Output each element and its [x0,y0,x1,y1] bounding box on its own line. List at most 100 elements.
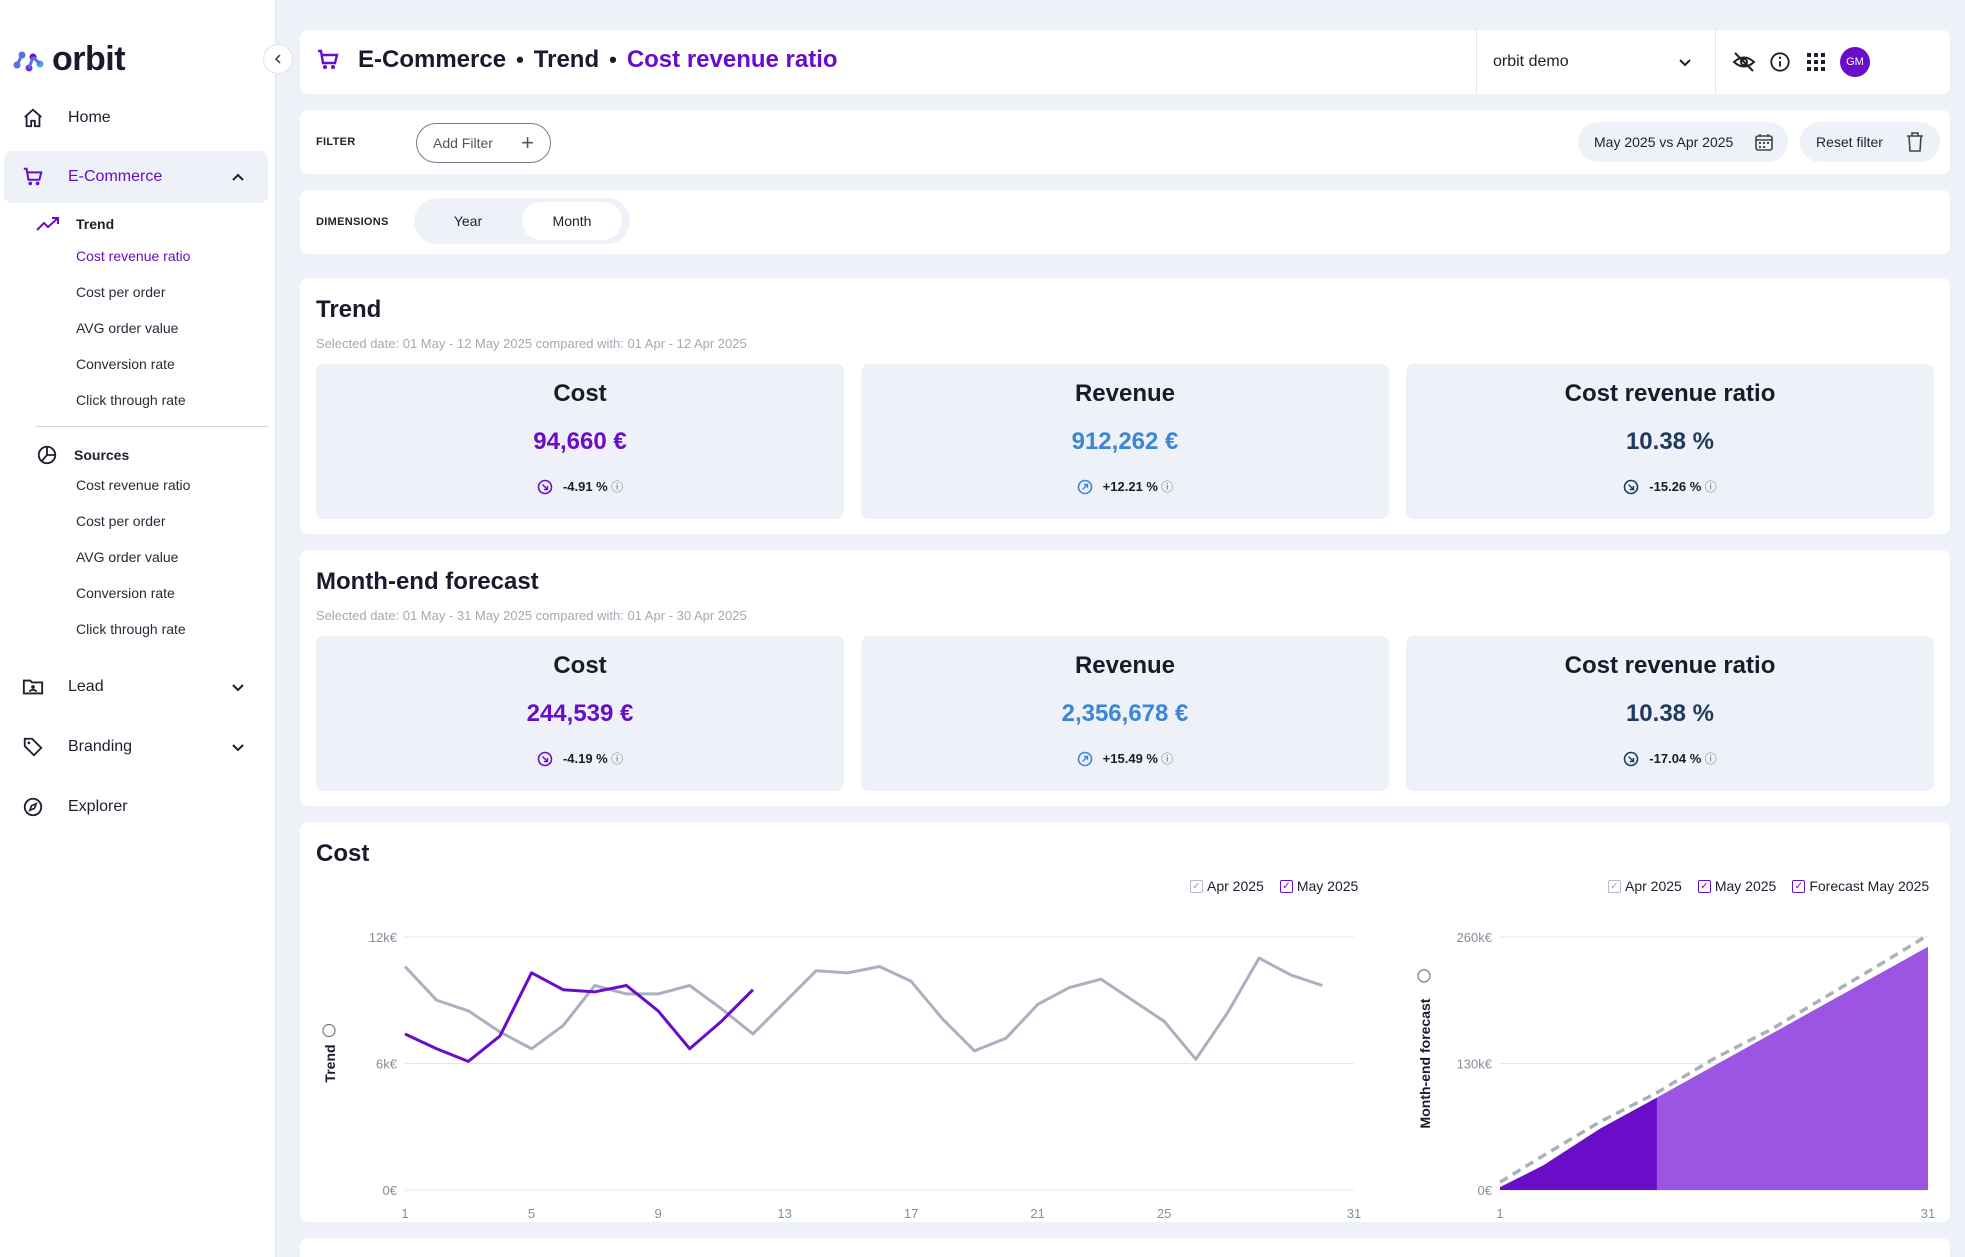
home-icon [22,106,52,130]
sidebar-item-explorer[interactable]: Explorer [4,781,268,833]
apps-grid-icon[interactable] [1804,46,1828,78]
sidebar-subitem-click-through-rate[interactable]: Click through rate [76,621,186,637]
kpi-delta: -17.04 % ⓘ [1406,750,1934,767]
info-icon[interactable]: ⓘ [1157,752,1174,766]
kpi-value: 244,539 € [526,700,634,727]
forecast-section: Month-end forecast Selected date: 01 May… [300,550,1950,806]
next-panel [300,1238,1950,1257]
checkbox-checked-icon: ✓ [1697,879,1711,893]
legend-item-apr-2025[interactable]: ✓ Apr 2025 [1190,878,1264,894]
trend-chart-legend: ✓ Apr 2025 ✓ May 2025 [1190,878,1358,894]
checkbox-checked-icon: ✓ [1608,879,1621,893]
trash-icon [1907,132,1923,152]
y-tick-label: 0€ [1478,1183,1493,1198]
folder-user-icon [22,675,52,699]
sidebar-subitem-cost-revenue-ratio[interactable]: Cost revenue ratio [76,248,191,264]
reset-filter-button[interactable]: Reset filter [1800,122,1940,162]
eye-off-icon[interactable] [1732,46,1756,78]
kpi-title: Revenue [1074,652,1176,679]
legend-item-forecast-may-2025[interactable]: ✓ Forecast May 2025 [1792,878,1929,894]
pie-chart-icon [37,445,57,465]
sidebar-group-trend[interactable]: Trend [36,216,114,232]
x-tick-label: 17 [904,1206,918,1221]
date-range-picker[interactable]: May 2025 vs Apr 2025 [1578,122,1788,162]
dimension-option-year[interactable]: Year [453,213,483,229]
dimension-option-month[interactable]: Month [522,202,622,240]
logo[interactable]: orbit [12,40,126,79]
trend-arrow-icon [1077,751,1092,766]
info-icon[interactable] [1768,46,1792,78]
sidebar-subitem-cost-per-order[interactable]: Cost per order [76,513,166,529]
kpi-card[interactable]: Cost 94,660 € -4.91 % ⓘ [316,364,844,519]
series-line [404,971,755,1063]
tag-icon [22,735,52,759]
sidebar-subitem-cost-per-order[interactable]: Cost per order [76,284,166,300]
sidebar-item-label: Home [68,109,111,126]
filter-label: FILTER [316,136,356,148]
sidebar-item-label: E-Commerce [68,168,163,185]
kpi-card[interactable]: Revenue 2,356,678 € +15.49 % ⓘ [861,636,1389,791]
sidebar-item-branding[interactable]: Branding [4,721,268,773]
kpi-delta: -4.19 % ⓘ [316,750,844,767]
sidebar-collapse-button[interactable] [263,44,293,74]
chevron-down-icon[interactable] [228,677,248,697]
chevron-down-icon[interactable] [228,737,248,757]
y-axis-label: Month-end forecast [1417,998,1433,1128]
sidebar-item-ecommerce[interactable]: E-Commerce [4,151,268,203]
avatar[interactable]: GM [1840,47,1870,77]
chevron-down-icon [1679,59,1691,67]
series-line [403,956,1323,1061]
chevron-up-icon[interactable] [228,167,248,187]
kpi-value: 94,660 € [533,428,627,455]
kpi-value: 2,356,678 € [1061,700,1189,727]
add-filter-button[interactable]: Add Filter + [416,123,551,163]
sidebar-group-sources[interactable]: Sources [36,444,129,466]
legend-label: Apr 2025 [1625,878,1682,894]
legend-item-may-2025[interactable]: ✓ May 2025 [1697,878,1777,894]
sidebar-subitem-cost-revenue-ratio[interactable]: Cost revenue ratio [76,477,191,493]
kpi-card[interactable]: Revenue 912,262 € +12.21 % ⓘ [861,364,1389,519]
kpi-title: Cost revenue ratio [1564,652,1776,679]
legend-label: May 2025 [1714,878,1777,894]
sidebar-subitem-avg-order-value[interactable]: AVG order value [76,320,179,336]
info-icon[interactable]: ⓘ [1701,480,1717,494]
kpi-value: 912,262 € [1071,428,1179,455]
dimensions-bar: DIMENSIONS Year Month [300,190,1950,254]
sidebar-subitem-conversion-rate[interactable]: Conversion rate [76,356,175,372]
top-actions: GM [1732,46,1870,78]
info-icon[interactable]: ⓘ [1157,480,1174,494]
x-tick-label: 5 [528,1206,535,1221]
date-range-value: May 2025 vs Apr 2025 [1594,134,1734,150]
breadcrumb-trend[interactable]: Trend [533,46,600,73]
sidebar-group-label: Trend [76,216,115,232]
logo-text: orbit [52,40,126,78]
sidebar-subitem-avg-order-value[interactable]: AVG order value [76,549,179,565]
kpi-delta-value: -17.04 % [1649,751,1702,766]
tenant-select[interactable]: orbit demo [1476,30,1716,94]
info-icon[interactable]: ⓘ [1701,752,1717,766]
kpi-card[interactable]: Cost revenue ratio 10.38 % -17.04 % ⓘ [1406,636,1934,791]
breadcrumb-ecommerce[interactable]: E-Commerce [358,46,507,73]
x-tick-label: 25 [1157,1206,1171,1221]
kpi-delta: -15.26 % ⓘ [1406,478,1934,495]
info-icon[interactable]: ⓘ [607,480,624,494]
kpi-delta-value: -4.19 % [562,751,608,766]
kpi-delta-value: +15.49 % [1102,751,1158,766]
filter-bar: FILTER Add Filter + May 2025 vs Apr 2025… [300,110,1950,174]
sidebar-group-label: Sources [74,447,130,463]
breadcrumb-current: Cost revenue ratio [626,46,838,73]
sidebar-item-lead[interactable]: Lead [4,661,268,713]
legend-item-apr-2025[interactable]: ✓ Apr 2025 [1608,878,1682,894]
kpi-card[interactable]: Cost revenue ratio 10.38 % -15.26 % ⓘ [1406,364,1934,519]
sidebar-subitem-conversion-rate[interactable]: Conversion rate [76,585,175,601]
add-filter-label: Add Filter [433,135,493,151]
kpi-card[interactable]: Cost 244,539 € -4.19 % ⓘ [316,636,844,791]
info-icon[interactable]: ⓘ [607,752,624,766]
kpi-delta-value: +12.21 % [1102,479,1158,494]
trend-section: Trend Selected date: 01 May - 12 May 202… [300,278,1950,534]
legend-item-may-2025[interactable]: ✓ May 2025 [1279,878,1358,894]
sidebar-item-home[interactable]: Home [4,92,268,144]
sidebar-subitem-click-through-rate[interactable]: Click through rate [76,392,186,408]
sidebar: orbit Home E-Commerce Trend Cost revenue… [0,0,276,1257]
x-tick-label: 13 [777,1206,791,1221]
